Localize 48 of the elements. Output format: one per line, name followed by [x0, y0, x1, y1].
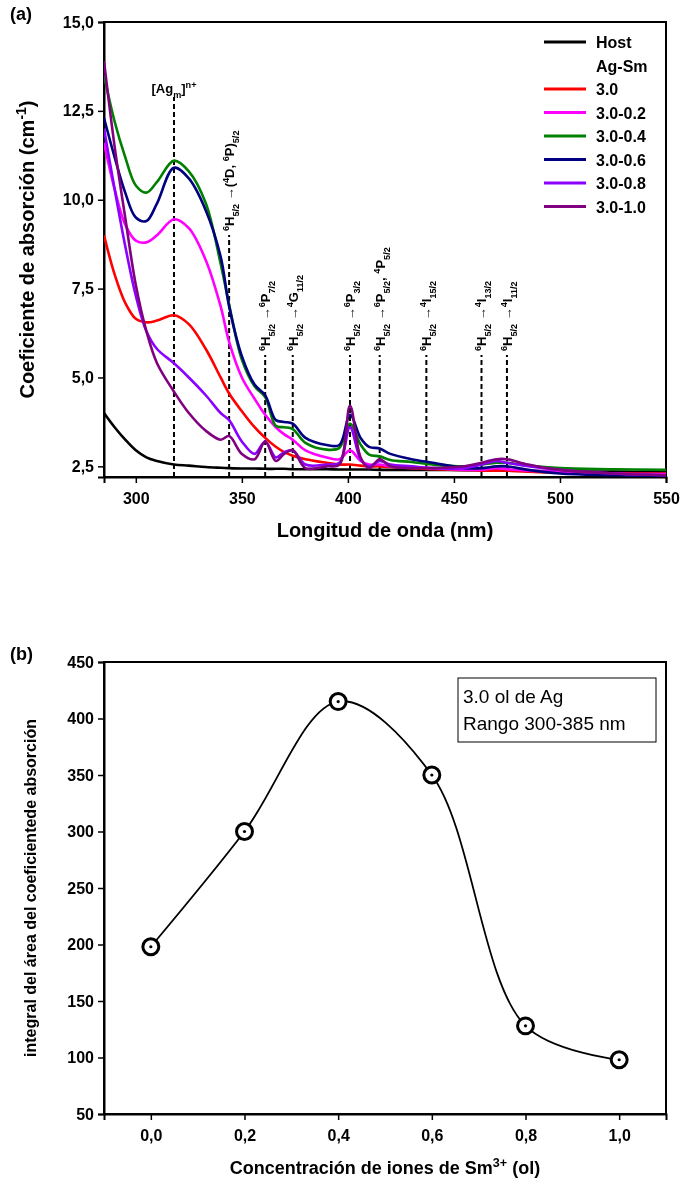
point: [422, 765, 442, 785]
text: (b): [10, 644, 33, 664]
y-tick-label: 450: [67, 653, 95, 671]
legend-title: Ag-Sm: [596, 57, 648, 75]
y-tick-label: 250: [67, 879, 95, 897]
y-tick-label: 7,5: [71, 280, 95, 298]
y-tick-label: 50: [76, 1105, 95, 1123]
annotation: 3.0 ol de Ag: [463, 686, 564, 707]
point: [516, 1016, 535, 1036]
legend-label: 3.0-0.4: [596, 128, 646, 145]
x-axis-title: Longitud de onda (nm): [276, 519, 494, 541]
x-tick-label: 300: [122, 490, 150, 508]
y-tick-label: 400: [67, 710, 95, 728]
legend-label: Host: [596, 34, 633, 51]
x-tick-label: 450: [441, 490, 468, 508]
annotation: Rango 300-385 nm: [463, 713, 626, 734]
x-tick-label: 0,2: [233, 1127, 257, 1145]
y-tick-label: 300: [67, 823, 95, 841]
x-tick-label: 400: [335, 490, 362, 508]
legend-label: 3.0-0.2: [596, 104, 646, 122]
y-tick-label: 5,0: [71, 369, 95, 387]
y-axis-title: integral del área del coeficientede absorción: [22, 719, 39, 1057]
point: [328, 692, 348, 712]
y-tick-label: 2,5: [71, 457, 95, 475]
point: [609, 1050, 629, 1070]
point: [235, 822, 254, 841]
text: (a): [10, 4, 32, 24]
legend-label: 3.0-0.6: [596, 151, 646, 169]
x-tick-label: 0,6: [421, 1127, 444, 1145]
legend-label: 3.0-1.0: [596, 198, 646, 216]
y-tick-label: 350: [67, 766, 95, 784]
y-tick-label: 100: [67, 1049, 95, 1067]
y-tick-label: 12,5: [62, 102, 95, 120]
x-tick-label: 550: [653, 490, 680, 508]
x-tick-label: 1,0: [608, 1127, 631, 1145]
x-tick-label: 0,0: [140, 1127, 163, 1145]
y-tick-label: 150: [67, 992, 95, 1010]
x-tick-label: 0,4: [327, 1127, 350, 1145]
point: [141, 937, 161, 957]
x-tick-label: 350: [229, 490, 256, 508]
x-tick-label: 0,8: [514, 1127, 538, 1145]
x-tick-label: 500: [547, 490, 574, 508]
x-axis-title: Concentración de iones de Sm$^{3+}$ (ol): [229, 1156, 541, 1178]
legend-label: 3.0-0.8: [596, 175, 646, 192]
y-tick-label: 200: [67, 936, 95, 954]
y-tick-label: 15,0: [62, 13, 95, 31]
y-tick-label: 10,0: [62, 191, 95, 209]
legend-label: 3.0: [596, 81, 619, 98]
